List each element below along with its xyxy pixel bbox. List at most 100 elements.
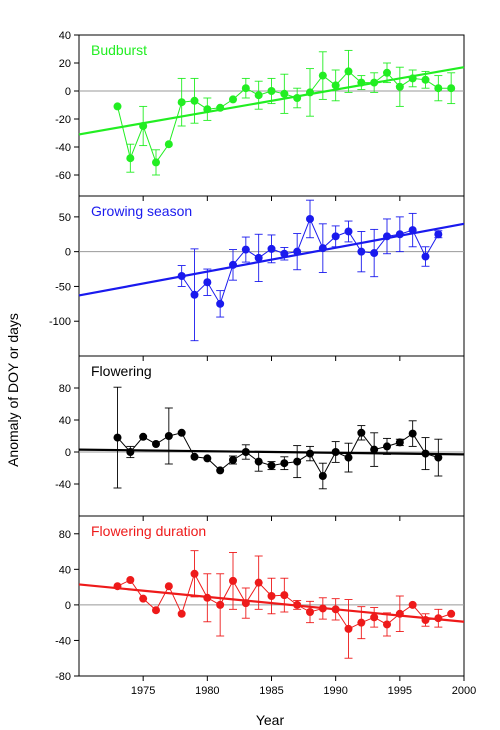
data-point-flowering-duration	[434, 614, 443, 623]
data-point-flowering	[139, 432, 148, 441]
data-point-budburst	[203, 105, 212, 114]
data-point-budburst	[229, 95, 237, 104]
y-axis-title: Anomaly of DOY or days	[5, 313, 21, 467]
data-point-budburst	[434, 84, 443, 93]
data-point-flowering-duration	[408, 600, 417, 609]
data-point-flowering-duration	[344, 624, 353, 633]
data-point-growing-season	[267, 244, 276, 253]
data-point-flowering	[267, 461, 276, 470]
data-point-flowering	[203, 454, 212, 463]
data-point-flowering-duration	[152, 606, 160, 615]
data-point-budburst	[267, 87, 276, 95]
y-tick-label-budburst: 40	[59, 30, 71, 42]
data-point-growing-season	[370, 249, 379, 258]
data-point-budburst	[126, 154, 135, 163]
data-point-flowering	[306, 449, 314, 458]
data-point-growing-season	[254, 253, 263, 262]
data-point-growing-season	[383, 232, 391, 241]
data-point-budburst	[241, 84, 250, 93]
data-point-flowering-duration	[177, 609, 186, 618]
x-axis-title: Year	[256, 712, 285, 728]
data-point-flowering-duration	[306, 608, 314, 616]
data-point-growing-season	[241, 245, 250, 254]
data-point-flowering	[331, 448, 340, 456]
data-point-growing-season	[344, 227, 353, 236]
y-tick-label-flowering-duration: 0	[65, 600, 71, 612]
panel-frame-growing-season	[78, 195, 465, 357]
data-point-flowering	[293, 457, 302, 466]
data-point-flowering-duration	[383, 620, 391, 629]
data-point-flowering-duration	[139, 594, 148, 603]
data-point-flowering	[190, 452, 199, 461]
data-point-growing-season	[293, 247, 302, 256]
data-point-budburst	[357, 78, 366, 87]
x-tick-label: 1995	[388, 685, 412, 697]
data-point-budburst	[152, 158, 160, 167]
y-tick-label-budburst: 20	[59, 58, 71, 70]
data-point-flowering	[229, 456, 237, 464]
data-point-budburst	[408, 74, 417, 83]
data-point-growing-season	[395, 230, 404, 239]
data-point-growing-season	[190, 290, 199, 299]
data-point-budburst	[421, 75, 430, 84]
data-point-flowering-duration	[331, 605, 340, 614]
data-point-budburst	[164, 140, 173, 149]
data-point-budburst	[139, 122, 148, 130]
data-point-flowering	[383, 442, 391, 451]
panel-title-budburst: Budburst	[91, 42, 147, 58]
data-point-flowering-duration	[370, 613, 379, 622]
data-point-flowering	[152, 440, 160, 448]
panel-frame-budburst	[78, 34, 465, 197]
data-point-flowering-duration	[216, 600, 225, 609]
data-point-budburst	[113, 102, 122, 111]
data-point-flowering-duration	[395, 609, 404, 618]
x-tick-label: 1980	[195, 685, 219, 697]
data-point-flowering-duration	[267, 592, 276, 600]
data-point-flowering	[434, 453, 443, 462]
data-point-flowering	[254, 457, 263, 466]
data-point-growing-season	[318, 244, 327, 253]
x-tick-label: 1975	[131, 685, 155, 697]
data-point-flowering-duration	[229, 576, 237, 585]
data-point-budburst	[177, 98, 186, 107]
y-tick-label-flowering: 80	[59, 383, 71, 395]
data-point-growing-season	[216, 299, 225, 308]
data-point-flowering	[318, 472, 327, 480]
data-point-flowering	[395, 438, 404, 447]
data-point-growing-season	[331, 232, 340, 241]
data-point-budburst	[370, 78, 379, 87]
y-tick-label-growing-season: 0	[65, 247, 71, 259]
data-point-budburst	[383, 68, 391, 77]
y-tick-label-growing-season: 50	[59, 212, 71, 224]
y-tick-label-budburst: 0	[65, 86, 71, 98]
data-point-flowering	[408, 429, 417, 438]
data-point-budburst	[293, 94, 302, 102]
data-point-flowering	[357, 428, 366, 437]
data-point-budburst	[306, 88, 314, 97]
data-point-growing-season	[357, 247, 366, 256]
data-point-flowering	[370, 445, 379, 454]
y-tick-label-flowering: -40	[55, 479, 71, 491]
data-point-budburst	[331, 81, 340, 90]
x-tick-label: 1985	[259, 685, 283, 697]
data-point-growing-season	[177, 272, 186, 280]
y-tick-label-budburst: -60	[55, 170, 71, 182]
data-point-flowering-duration	[447, 609, 456, 618]
data-point-flowering	[344, 453, 353, 462]
data-point-flowering	[216, 466, 225, 475]
data-point-budburst	[190, 96, 199, 105]
data-point-flowering	[280, 459, 289, 468]
data-point-flowering-duration	[241, 599, 250, 608]
data-point-flowering	[177, 428, 186, 437]
data-point-flowering	[126, 448, 135, 456]
data-point-flowering-duration	[318, 604, 327, 613]
y-tick-label-growing-season: -100	[49, 316, 71, 328]
data-point-budburst	[344, 67, 353, 76]
data-point-budburst	[216, 103, 225, 112]
data-point-budburst	[254, 91, 263, 100]
data-point-growing-season	[229, 260, 237, 269]
data-point-growing-season	[434, 230, 443, 239]
panel-title-flowering: Flowering	[91, 363, 152, 379]
data-point-flowering-duration	[254, 578, 263, 587]
data-point-budburst	[447, 84, 456, 93]
